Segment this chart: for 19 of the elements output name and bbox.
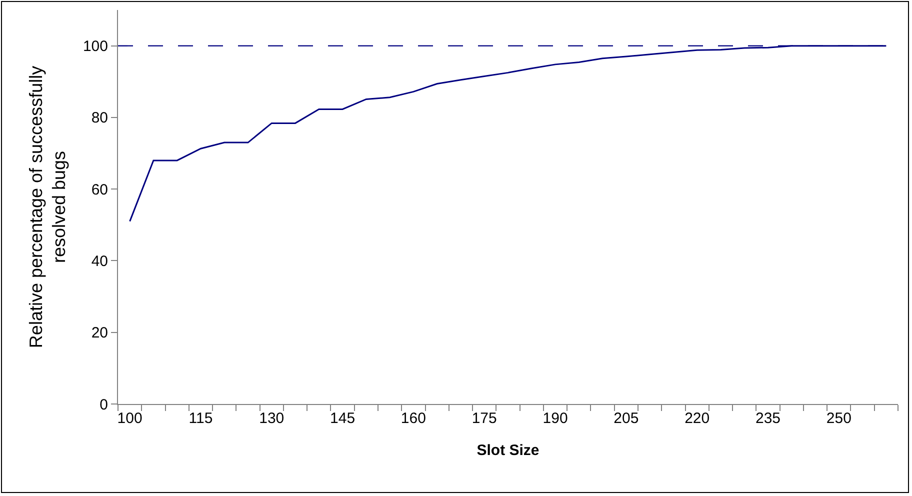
y-tick-label: 100: [82, 38, 108, 56]
y-tick-label: 60: [91, 181, 108, 198]
x-tick-label: 205: [614, 410, 639, 427]
y-tick-label: 0: [100, 396, 108, 414]
y-tick-label: 80: [91, 110, 108, 127]
y-tick-label: 40: [91, 252, 108, 270]
x-tick-label: 220: [684, 410, 710, 427]
x-tick-label: 145: [330, 410, 356, 427]
x-tick-label: 100: [117, 410, 142, 427]
x-tick-label: 190: [542, 410, 568, 427]
x-tick-label: 115: [188, 410, 213, 427]
x-tick-label: 130: [259, 410, 284, 427]
x-tick-label: 160: [400, 410, 426, 427]
x-tick-label: 250: [826, 410, 852, 427]
y-tick-label: 20: [91, 324, 108, 342]
x-tick-label: 175: [472, 410, 497, 427]
x-axis-title: Slot Size: [476, 442, 540, 459]
y-axis-title: Relative percentage of successfully resolved bugs: [26, 66, 70, 348]
x-tick-label: 235: [755, 410, 781, 427]
